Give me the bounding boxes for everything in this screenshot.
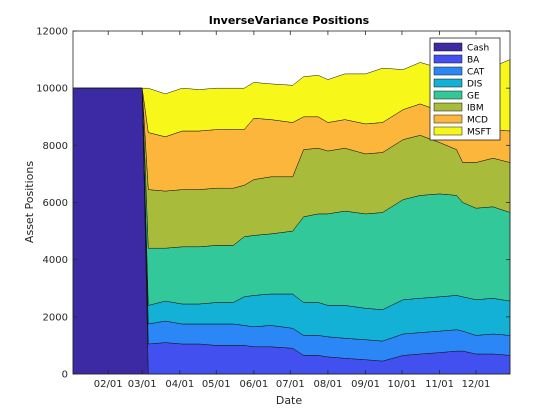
legend-label: GE (467, 92, 480, 102)
x-tick-label: 03/01 (128, 379, 157, 390)
legend-swatch (433, 42, 463, 52)
legend-swatch (433, 54, 463, 64)
legend-label: CAT (467, 68, 485, 78)
y-tick-label: 8000 (43, 141, 68, 152)
x-tick-label: 06/01 (239, 379, 268, 390)
legend-swatch (433, 102, 463, 112)
x-tick-label: 09/01 (351, 379, 380, 390)
area-layers (72, 59, 511, 375)
legend-box (429, 37, 501, 141)
y-tick-label: 12000 (36, 27, 68, 38)
y-tick-label: 2000 (43, 312, 68, 323)
x-tick-label: 02/01 (94, 379, 123, 390)
legend: Cash BA CAT DIS GE IBM MCD MSFT (429, 37, 501, 141)
x-axis: 02/01 03/01 04/01 05/01 06/01 07/01 08/01 09/01… (94, 31, 491, 390)
x-tick-label: 05/01 (202, 379, 231, 390)
y-tick-label: 0 (62, 370, 68, 381)
legend-swatch (433, 78, 463, 88)
legend-swatch (433, 126, 463, 136)
y-axis: 0 2000 4000 6000 8000 10000 12000 (36, 27, 510, 381)
x-axis-label: Date (276, 394, 303, 407)
x-tick-label: 04/01 (165, 379, 194, 390)
legend-label: BA (467, 56, 480, 66)
x-tick-label: 11/01 (425, 379, 454, 390)
x-tick-label: 10/01 (388, 379, 417, 390)
legend-label: MCD (467, 116, 488, 126)
legend-label: Cash (467, 44, 489, 54)
legend-swatch (433, 66, 463, 76)
legend-swatch (433, 114, 463, 124)
legend-label: IBM (467, 104, 484, 114)
chart-title: InverseVariance Positions (209, 14, 370, 27)
y-tick-label: 6000 (43, 198, 68, 209)
y-axis-label: Asset Positions (23, 161, 36, 243)
y-tick-label: 10000 (36, 84, 68, 95)
x-tick-label: 07/01 (276, 379, 305, 390)
legend-label: DIS (467, 80, 483, 90)
x-tick-label: 08/01 (314, 379, 343, 390)
legend-label: MSFT (467, 128, 491, 138)
legend-swatch (433, 90, 463, 100)
y-tick-label: 4000 (43, 255, 68, 266)
x-tick-label: 12/01 (462, 379, 491, 390)
